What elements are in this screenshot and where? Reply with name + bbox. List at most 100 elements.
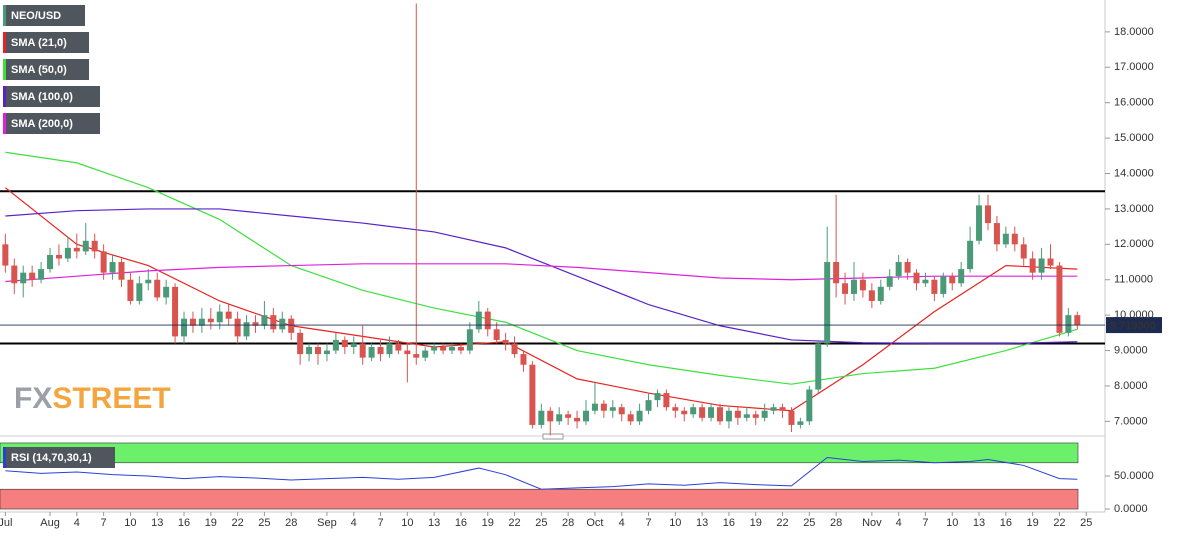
- x-tick-label: Nov: [862, 517, 882, 529]
- candle-body: [198, 318, 205, 326]
- candle-body: [520, 354, 527, 365]
- candle-body: [341, 339, 348, 348]
- legend-box[interactable]: [3, 447, 115, 468]
- watermark: FXSTREET: [14, 382, 171, 415]
- candle-body: [440, 347, 447, 351]
- x-tick-label: 22: [508, 517, 520, 529]
- candle-body: [368, 347, 375, 358]
- sma-line: [5, 151, 1078, 385]
- y-tick-label: 16.0000: [1114, 97, 1154, 109]
- candle-body: [297, 332, 304, 355]
- y-tick-label: 8.0000: [1114, 380, 1148, 392]
- x-tick-label: 19: [205, 517, 217, 529]
- y-tick-label: 17.0000: [1114, 61, 1154, 73]
- candle-body: [502, 339, 509, 344]
- candle-body: [931, 279, 938, 294]
- y-tick-label: 14.0000: [1114, 167, 1154, 179]
- candle-body: [770, 407, 777, 411]
- candle-body: [645, 400, 652, 411]
- legend-label: RSI (14,70,30,1): [11, 452, 92, 464]
- candle-body: [913, 272, 920, 284]
- candle-body: [216, 311, 223, 323]
- candle-body: [636, 410, 643, 422]
- y-tick-label: 11.0000: [1114, 274, 1153, 286]
- x-tick-label: 25: [1080, 517, 1092, 529]
- candle-body: [82, 240, 89, 252]
- candle-body: [859, 279, 866, 291]
- x-tick-label: 22: [231, 517, 243, 529]
- candle-body: [47, 254, 54, 270]
- candle-body: [20, 272, 27, 284]
- candle-body: [797, 421, 804, 425]
- legend-swatch: [3, 447, 6, 468]
- legend-swatch: [3, 5, 6, 26]
- x-tick-label: Oct: [586, 517, 603, 529]
- candle-body: [824, 262, 831, 344]
- x-tick-label: 22: [1053, 517, 1065, 529]
- candle-body: [243, 322, 250, 337]
- candle-body: [55, 254, 62, 259]
- legend-box[interactable]: [3, 113, 100, 134]
- last-price-box: [1106, 317, 1162, 334]
- candle-body: [1047, 258, 1054, 266]
- candle-body: [225, 311, 232, 319]
- candle-body: [100, 251, 107, 273]
- candle-body: [109, 262, 116, 273]
- x-tick-label: 13: [696, 517, 708, 529]
- candle-body: [663, 393, 670, 408]
- candle-body: [1011, 233, 1018, 245]
- candle-body: [29, 272, 36, 280]
- x-tick-label: 10: [669, 517, 681, 529]
- x-tick-label: 28: [285, 517, 297, 529]
- x-tick-label: 28: [562, 517, 574, 529]
- legend-label: NEO/USD: [11, 10, 61, 22]
- candle-body: [779, 407, 786, 411]
- candle-body: [654, 393, 661, 401]
- candle-body: [511, 343, 518, 355]
- x-tick-label: 4: [619, 517, 625, 529]
- candle-body: [350, 343, 357, 348]
- candle-body: [538, 410, 545, 425]
- candle-body: [484, 311, 491, 330]
- candle-body: [91, 240, 98, 252]
- candle-body: [261, 315, 268, 326]
- sma-line: [4, 187, 1078, 412]
- candle-body: [323, 350, 330, 355]
- candle-body: [332, 339, 339, 351]
- candle-body: [842, 283, 849, 294]
- candle-body: [466, 329, 473, 351]
- candle-body: [172, 286, 179, 337]
- x-tick-label: 10: [124, 517, 136, 529]
- x-tick-label: 10: [401, 517, 413, 529]
- x-tick-label: 25: [803, 517, 815, 529]
- x-tick-label: Jul: [0, 517, 12, 529]
- candle-body: [306, 347, 313, 355]
- candle-body: [716, 407, 723, 422]
- candle-body: [1020, 244, 1027, 259]
- panel-resize-handle[interactable]: [542, 433, 564, 440]
- x-tick-label: 16: [1000, 517, 1012, 529]
- legend-box[interactable]: [3, 32, 89, 53]
- watermark-part: STREET: [52, 382, 170, 415]
- candle-body: [788, 410, 795, 425]
- candle-body: [73, 247, 80, 252]
- legend-box[interactable]: [3, 5, 85, 26]
- candle-body: [556, 414, 563, 422]
- candle-body: [984, 205, 991, 224]
- rsi-band: [0, 442, 1079, 464]
- candle-body: [976, 205, 983, 241]
- candle-body: [163, 286, 170, 298]
- candle-body: [431, 347, 438, 351]
- x-tick-label: 16: [455, 517, 467, 529]
- rsi-line: [5, 456, 1078, 490]
- legend-box[interactable]: [3, 86, 100, 107]
- candle-body: [181, 318, 188, 337]
- candle-body: [850, 279, 857, 294]
- y-tick-label: 12.0000: [1114, 238, 1154, 250]
- y-tick-label: 50.0000: [1114, 470, 1154, 482]
- candle-body: [761, 410, 768, 418]
- x-tick-label: Sep: [317, 517, 337, 529]
- candle-body: [207, 318, 214, 323]
- legend-box[interactable]: [3, 59, 89, 80]
- candle-body: [1074, 315, 1081, 326]
